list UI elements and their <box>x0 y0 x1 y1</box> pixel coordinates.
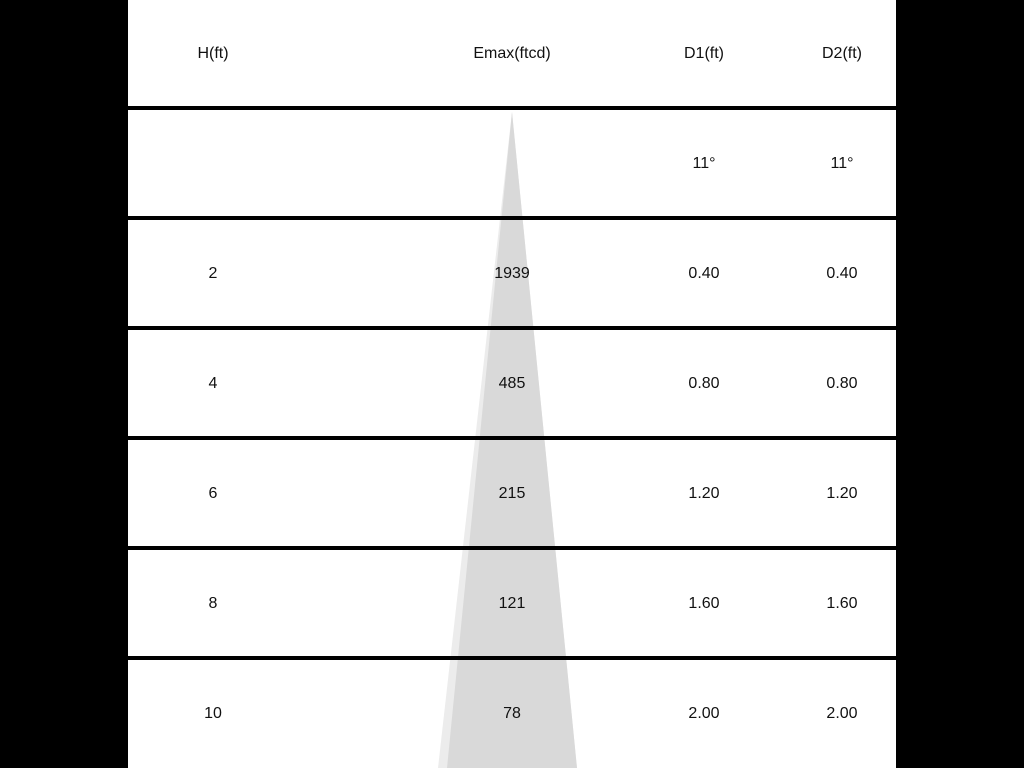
photometric-table: H(ft) Emax(ftcd) D1(ft) D2(ft) 11° 11° 2… <box>128 0 896 768</box>
table-row: 10 78 2.00 2.00 <box>128 660 896 768</box>
beam-angle-d2: 11° <box>830 155 854 172</box>
table-row: 8 121 1.60 1.60 <box>128 550 896 658</box>
beam-angle-d1: 11° <box>692 155 716 172</box>
header-d1: D1(ft) <box>684 45 724 62</box>
divider <box>128 546 896 550</box>
divider <box>128 216 896 220</box>
d1-cell: 0.40 <box>688 265 720 282</box>
d1-cell: 0.80 <box>688 375 720 392</box>
d2-cell: 1.60 <box>826 595 858 612</box>
emax-cell: 78 <box>503 705 521 722</box>
table-row: 4 485 0.80 0.80 <box>128 330 896 438</box>
beam-cone-graphic <box>438 112 577 768</box>
height-cell: 10 <box>204 705 222 722</box>
emax-cell: 215 <box>498 485 526 502</box>
emax-cell: 121 <box>498 595 526 612</box>
emax-cell: 485 <box>498 375 526 392</box>
divider <box>128 656 896 660</box>
emax-cell: 1939 <box>494 265 530 282</box>
header-row: H(ft) Emax(ftcd) D1(ft) D2(ft) <box>128 0 896 108</box>
d1-cell: 1.20 <box>688 485 720 502</box>
d1-cell: 1.60 <box>688 595 720 612</box>
divider <box>128 326 896 330</box>
header-d2: D2(ft) <box>822 45 862 62</box>
d1-cell: 2.00 <box>688 705 720 722</box>
d2-cell: 2.00 <box>826 705 858 722</box>
table-row: 6 215 1.20 1.20 <box>128 440 896 548</box>
divider <box>128 436 896 440</box>
d2-cell: 1.20 <box>826 485 858 502</box>
header-emax: Emax(ftcd) <box>473 45 551 62</box>
d2-cell: 0.40 <box>826 265 858 282</box>
table-row: 2 1939 0.40 0.40 <box>128 220 896 328</box>
header-h: H(ft) <box>197 45 229 62</box>
divider <box>128 106 896 110</box>
height-cell: 8 <box>208 595 218 612</box>
beam-cone <box>447 112 577 768</box>
height-cell: 4 <box>208 375 218 392</box>
d2-cell: 0.80 <box>826 375 858 392</box>
height-cell: 6 <box>208 485 218 502</box>
beam-angle-row: 11° 11° <box>128 110 896 218</box>
height-cell: 2 <box>208 265 218 282</box>
